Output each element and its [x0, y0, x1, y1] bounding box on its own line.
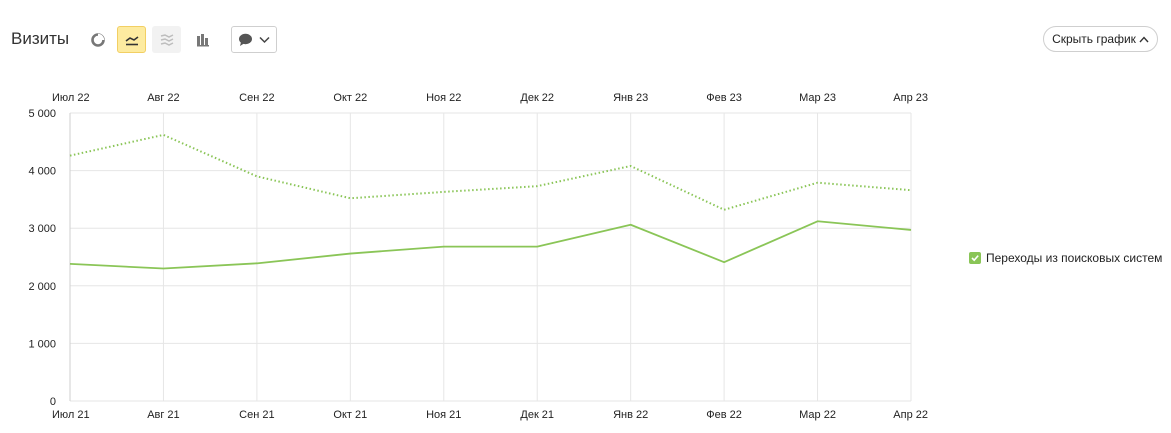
hide-chart-button[interactable]: Скрыть график [1043, 26, 1158, 52]
bar-chart-icon [196, 33, 209, 46]
data-point-comparison [349, 197, 351, 199]
x-tick-label-bottom: Мар 22 [799, 409, 836, 421]
data-point-current [256, 262, 258, 264]
y-tick-label: 4 000 [28, 166, 56, 178]
x-tick-label-bottom: Авг 21 [147, 409, 179, 421]
y-tick-label: 5 000 [28, 108, 56, 120]
x-tick-label-bottom: Окт 21 [333, 409, 367, 421]
stacked-area-button[interactable] [152, 26, 181, 53]
data-point-current [629, 224, 631, 226]
chevron-up-icon [1139, 35, 1149, 42]
data-point-comparison [162, 134, 164, 136]
data-point-comparison [69, 154, 71, 156]
x-tick-label-top: Окт 22 [333, 92, 367, 104]
x-tick-label-top: Апр 23 [893, 92, 928, 104]
x-tick-label-bottom: Ноя 21 [426, 409, 461, 421]
data-point-comparison [629, 165, 631, 167]
annotations-dropdown[interactable] [231, 26, 277, 53]
x-tick-label-top: Авг 22 [147, 92, 179, 104]
x-tick-label-top: Мар 23 [799, 92, 836, 104]
series-line-current [69, 220, 912, 270]
hide-chart-label: Скрыть график [1052, 32, 1136, 46]
x-tick-label-bottom: Сен 21 [239, 409, 274, 421]
legend-label: Переходы из поисковых систем [986, 251, 1163, 265]
series-line-comparison [69, 133, 912, 211]
data-point-current [162, 267, 164, 269]
x-tick-label-top: Янв 23 [613, 92, 648, 104]
x-tick-label-bottom: Дек 21 [520, 409, 554, 421]
y-tick-label: 1 000 [28, 338, 56, 350]
x-tick-label-bottom: Апр 22 [893, 409, 928, 421]
x-tick-label-bottom: Июл 21 [52, 409, 90, 421]
chevron-down-icon [259, 36, 270, 43]
data-point-current [910, 229, 912, 231]
data-point-comparison [536, 185, 538, 187]
y-tick-label: 0 [50, 396, 56, 408]
y-tick-label: 2 000 [28, 281, 56, 293]
check-icon [971, 255, 979, 262]
data-point-comparison [256, 175, 258, 177]
data-point-current [69, 263, 71, 265]
page-title: Визиты [11, 29, 70, 48]
legend-item[interactable]: Переходы из поисковых систем [969, 251, 1162, 265]
data-point-comparison [816, 181, 818, 183]
x-tick-label-top: Дек 22 [520, 92, 554, 104]
data-point-current [536, 245, 538, 247]
data-point-comparison [910, 189, 912, 191]
pie-chart-icon [90, 32, 105, 47]
data-point-current [443, 245, 445, 247]
bar-chart-button[interactable] [188, 26, 217, 53]
data-point-current [816, 220, 818, 222]
data-point-comparison [723, 209, 725, 211]
x-tick-label-bottom: Фев 22 [706, 409, 742, 421]
data-point-comparison [443, 191, 445, 193]
x-tick-label-bottom: Янв 22 [613, 409, 648, 421]
comment-icon [239, 33, 252, 46]
x-tick-label-top: Июл 22 [52, 92, 90, 104]
y-tick-label: 3 000 [28, 223, 56, 235]
data-point-current [349, 252, 351, 254]
x-tick-label-top: Сен 22 [239, 92, 274, 104]
legend-checkbox[interactable] [969, 252, 981, 264]
line-chart-icon [125, 35, 138, 45]
pie-chart-button[interactable] [83, 26, 112, 53]
data-point-current [723, 261, 725, 263]
stacked-area-icon [160, 33, 173, 46]
line-chart-button[interactable] [117, 26, 146, 53]
line-chart: 0 1 000 2 000 3 000 4 000 5 000 Июл 21 Авг 21 Се… [28, 92, 928, 421]
x-tick-label-top: Ноя 22 [426, 92, 461, 104]
x-tick-label-top: Фев 23 [706, 92, 742, 104]
